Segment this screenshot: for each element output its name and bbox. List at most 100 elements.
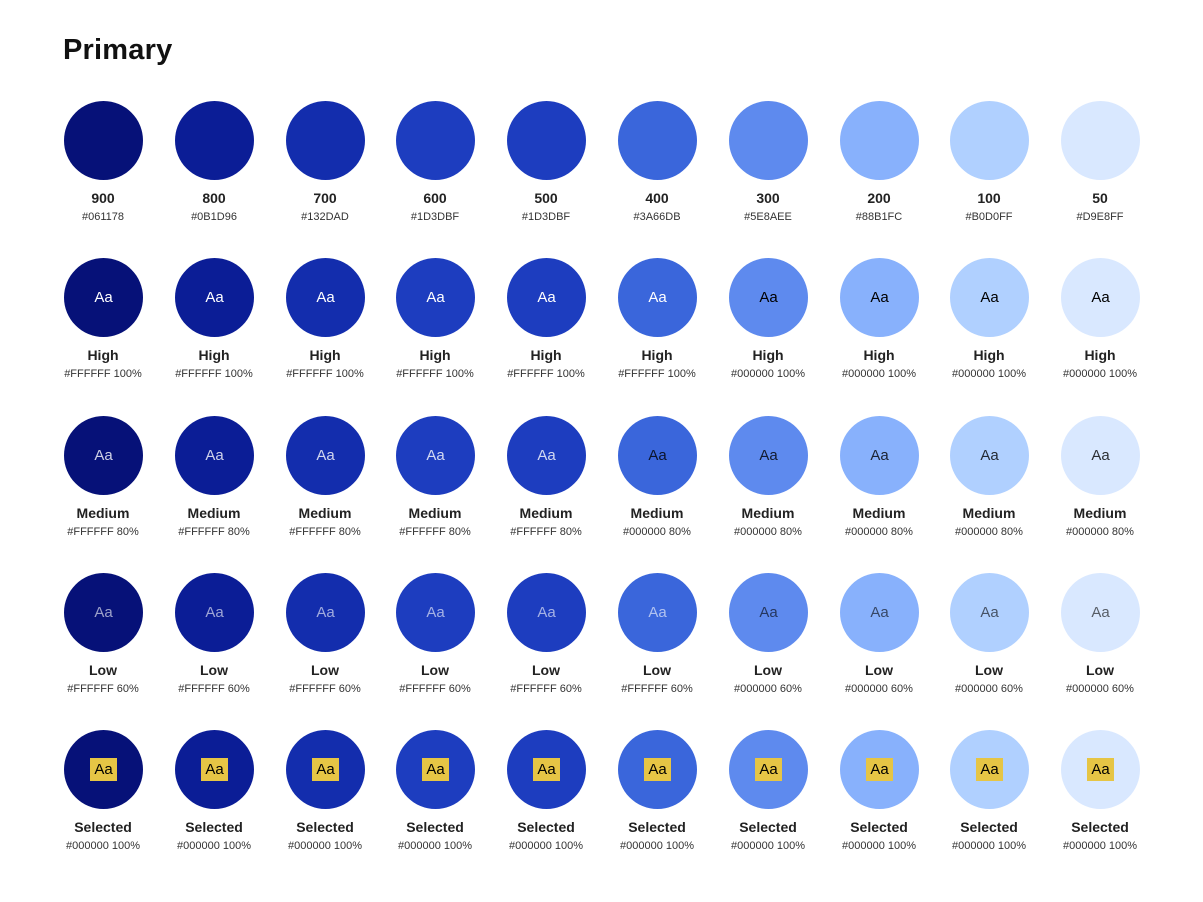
swatch-label: Medium bbox=[519, 505, 573, 521]
color-swatch: Aa bbox=[286, 573, 365, 652]
sample-text: Aa bbox=[205, 289, 224, 306]
swatch-label: High bbox=[309, 347, 341, 363]
swatch-label: 100 bbox=[977, 190, 1001, 206]
swatch-hex-value: #FFFFFF 100% bbox=[507, 368, 585, 380]
swatch-label: Low bbox=[1086, 662, 1114, 678]
color-swatch: Aa bbox=[950, 416, 1029, 495]
color-swatch: Aa bbox=[1061, 258, 1140, 337]
swatch-cell: Aa Low #FFFFFF 60% bbox=[159, 573, 269, 713]
swatch-cell: Aa Medium #000000 80% bbox=[713, 416, 823, 556]
color-swatch bbox=[950, 101, 1029, 180]
sample-text: Aa bbox=[870, 447, 889, 464]
swatch-label: 800 bbox=[202, 190, 226, 206]
swatch-hex-value: #000000 100% bbox=[951, 368, 1026, 380]
swatch-hex-value: #D9E8FF bbox=[1076, 211, 1124, 223]
swatch-hex-value: #FFFFFF 100% bbox=[396, 368, 474, 380]
sample-text: Aa bbox=[759, 447, 778, 464]
swatch-label: Low bbox=[754, 662, 782, 678]
swatch-label: Low bbox=[311, 662, 339, 678]
swatch-cell: Aa Low #000000 60% bbox=[1045, 573, 1155, 713]
swatch-cell: Aa High #FFFFFF 100% bbox=[48, 258, 158, 398]
swatch-cell: 200 #88B1FC bbox=[824, 101, 934, 241]
swatch-label: Medium bbox=[962, 505, 1016, 521]
swatch-hex-value: #132DAD bbox=[301, 211, 349, 223]
swatch-cell: Aa Selected #000000 100% bbox=[159, 730, 269, 870]
swatch-cell: Aa High #FFFFFF 100% bbox=[270, 258, 380, 398]
sample-text: Aa bbox=[980, 289, 999, 306]
swatch-label: 300 bbox=[756, 190, 780, 206]
sample-text: Aa bbox=[1091, 289, 1110, 306]
swatch-cell: 700 #132DAD bbox=[270, 101, 380, 241]
swatch-label: High bbox=[1084, 347, 1116, 363]
swatch-label: Medium bbox=[741, 505, 795, 521]
swatch-cell: Aa High #FFFFFF 100% bbox=[159, 258, 269, 398]
swatch-hex-value: #000000 100% bbox=[508, 840, 583, 852]
swatch-label: 500 bbox=[534, 190, 558, 206]
swatch-cell: Aa Medium #000000 80% bbox=[1045, 416, 1155, 556]
swatch-hex-value: #FFFFFF 60% bbox=[289, 683, 361, 695]
swatch-label: Selected bbox=[185, 819, 243, 835]
swatch-hex-value: #000000 60% bbox=[734, 683, 802, 695]
swatch-label: Selected bbox=[406, 819, 464, 835]
swatch-cell: Aa Selected #000000 100% bbox=[1045, 730, 1155, 870]
color-swatch: Aa bbox=[618, 416, 697, 495]
color-swatch: Aa bbox=[950, 258, 1029, 337]
swatch-hex-value: #000000 100% bbox=[619, 840, 694, 852]
swatch-hex-value: #FFFFFF 100% bbox=[64, 368, 142, 380]
color-swatch: Aa bbox=[840, 573, 919, 652]
swatch-hex-value: #000000 100% bbox=[951, 840, 1026, 852]
color-swatch bbox=[840, 101, 919, 180]
swatch-cell: Aa Low #000000 60% bbox=[934, 573, 1044, 713]
sample-text: Aa bbox=[426, 447, 445, 464]
swatch-hex-value: #000000 100% bbox=[841, 840, 916, 852]
swatch-cell: Aa Selected #000000 100% bbox=[713, 730, 823, 870]
sample-text: Aa bbox=[870, 604, 889, 621]
swatch-label: 900 bbox=[91, 190, 115, 206]
swatch-label: Selected bbox=[628, 819, 686, 835]
swatch-hex-value: #000000 100% bbox=[397, 840, 472, 852]
color-swatch: Aa bbox=[729, 416, 808, 495]
swatch-label: High bbox=[863, 347, 895, 363]
color-swatch: Aa bbox=[729, 573, 808, 652]
color-swatch: Aa bbox=[950, 730, 1029, 809]
color-swatch: Aa bbox=[729, 258, 808, 337]
color-swatch: Aa bbox=[618, 573, 697, 652]
swatch-cell: Aa Selected #000000 100% bbox=[270, 730, 380, 870]
color-swatch: Aa bbox=[175, 416, 254, 495]
sample-text: Aa bbox=[980, 447, 999, 464]
swatch-cell: Aa Low #FFFFFF 60% bbox=[380, 573, 490, 713]
swatch-label: Low bbox=[200, 662, 228, 678]
swatch-cell: Aa High #000000 100% bbox=[713, 258, 823, 398]
swatch-label: Low bbox=[89, 662, 117, 678]
swatch-hex-value: #B0D0FF bbox=[965, 211, 1013, 223]
swatch-hex-value: #FFFFFF 60% bbox=[399, 683, 471, 695]
sample-text: Aa bbox=[316, 604, 335, 621]
swatch-label: 200 bbox=[867, 190, 891, 206]
swatch-label: 400 bbox=[645, 190, 669, 206]
selected-sample-text: Aa bbox=[90, 758, 117, 781]
swatch-label: Selected bbox=[1071, 819, 1129, 835]
sample-text: Aa bbox=[648, 289, 667, 306]
sample-text: Aa bbox=[94, 604, 113, 621]
swatch-label: Medium bbox=[630, 505, 684, 521]
swatch-cell: Aa Selected #000000 100% bbox=[48, 730, 158, 870]
sample-text: Aa bbox=[426, 604, 445, 621]
color-swatch: Aa bbox=[729, 730, 808, 809]
sample-text: Aa bbox=[1091, 447, 1110, 464]
swatch-cell: 500 #1D3DBF bbox=[491, 101, 601, 241]
swatch-label: Medium bbox=[1073, 505, 1127, 521]
sample-text: Aa bbox=[205, 447, 224, 464]
swatch-cell: 100 #B0D0FF bbox=[934, 101, 1044, 241]
swatch-hex-value: #1D3DBF bbox=[521, 211, 571, 223]
color-swatch bbox=[1061, 101, 1140, 180]
color-swatch: Aa bbox=[840, 730, 919, 809]
swatch-hex-value: #FFFFFF 60% bbox=[178, 683, 250, 695]
sample-text: Aa bbox=[316, 447, 335, 464]
color-swatch: Aa bbox=[1061, 416, 1140, 495]
swatch-label: 600 bbox=[423, 190, 447, 206]
color-swatch: Aa bbox=[950, 573, 1029, 652]
selected-sample-text: Aa bbox=[976, 758, 1003, 781]
swatch-label: High bbox=[973, 347, 1005, 363]
swatch-cell: Aa Low #FFFFFF 60% bbox=[48, 573, 158, 713]
